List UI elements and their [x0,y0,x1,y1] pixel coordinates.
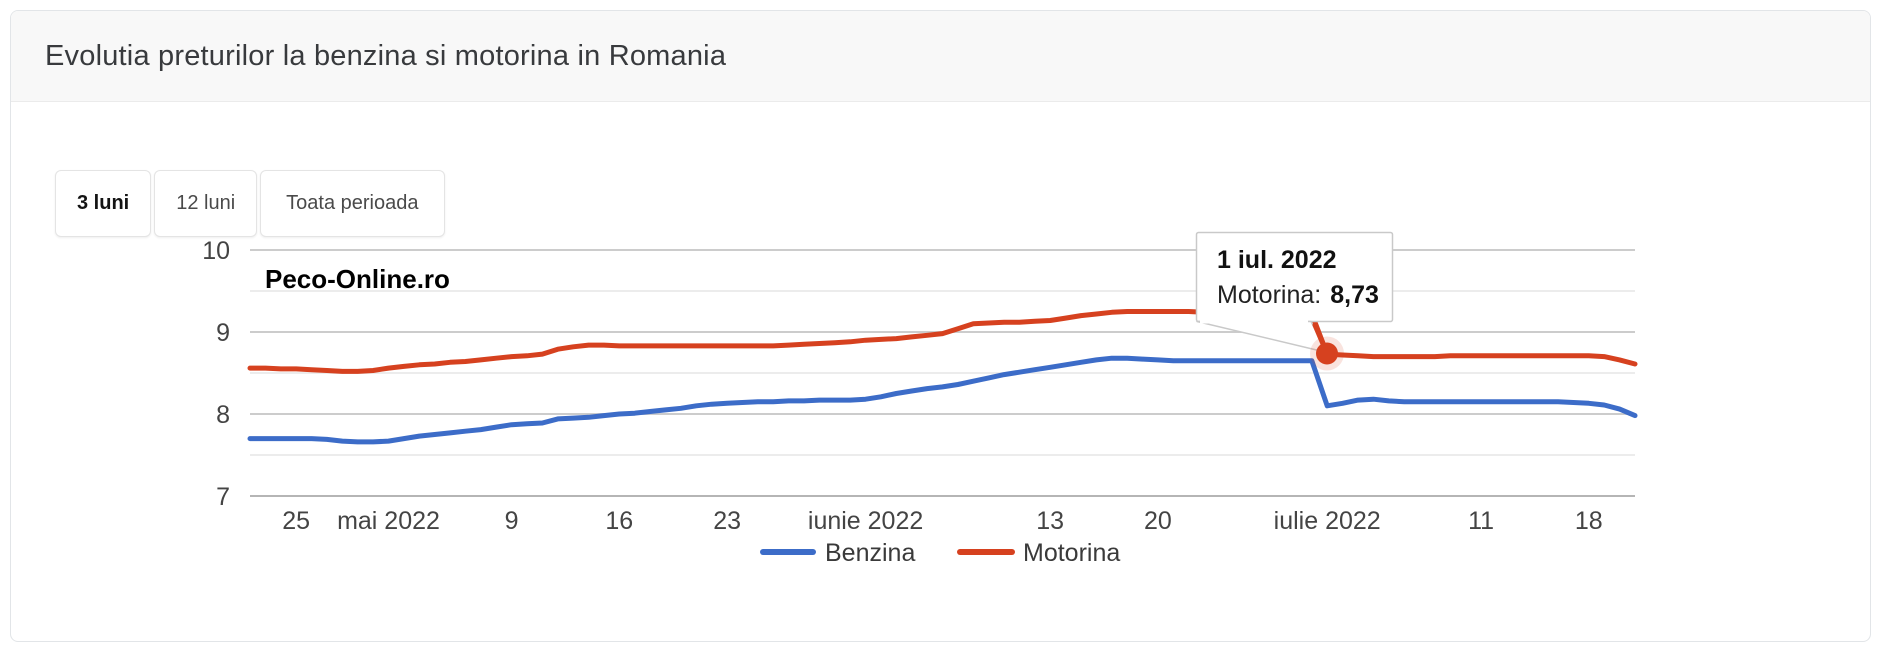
range-button-3-months[interactable]: 3 luni [55,170,152,237]
range-button-all-period[interactable]: Toata perioada [260,170,445,237]
range-button-12-months[interactable]: 12 luni [154,170,258,237]
card-header: Evolutia preturilor la benzina si motori… [11,11,1870,102]
range-button-group: 3 luni 12 luni Toata perioada [55,170,445,237]
page-title: Evolutia preturilor la benzina si motori… [45,39,727,72]
chart-card: Evolutia preturilor la benzina si motori… [10,10,1871,642]
